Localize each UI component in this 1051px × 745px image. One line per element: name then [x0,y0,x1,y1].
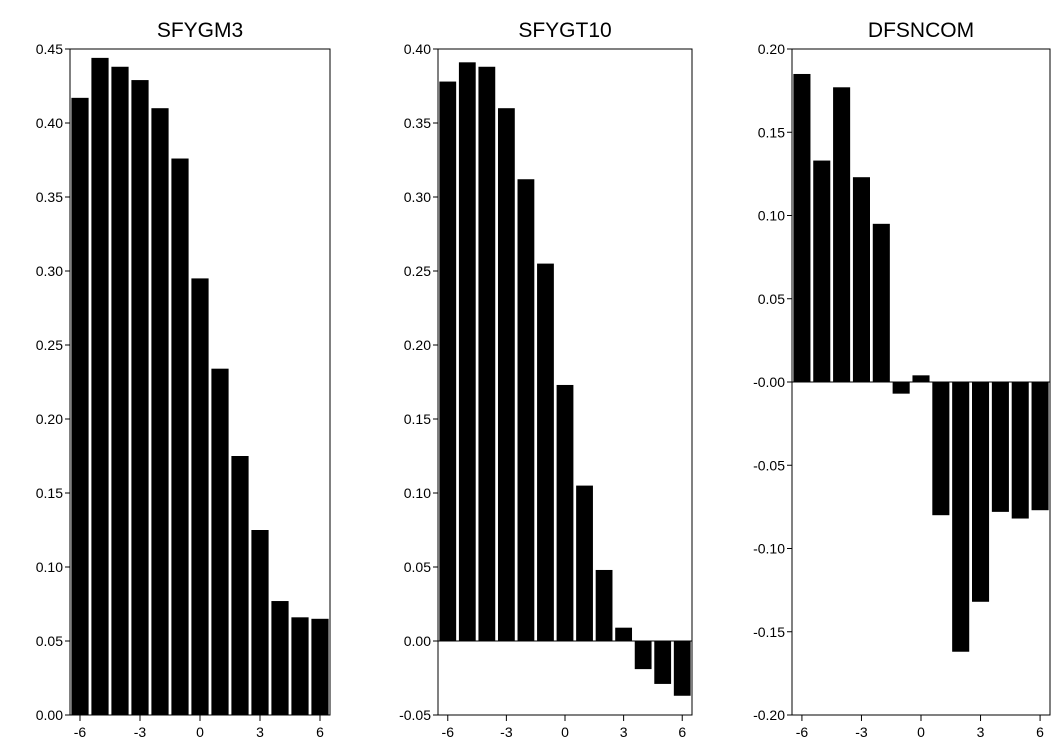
y-tick-label: -0.20 [753,707,785,723]
bar--4 [478,66,496,641]
bar-3 [251,530,269,715]
bar-0 [191,278,209,715]
bar-4 [271,601,289,715]
x-tick-label: 3 [620,724,628,740]
y-tick-label: 0.40 [404,41,431,57]
bar--3 [131,80,149,715]
chart-panel-1: SFYGM3 0.00 0.05 0.10 0.15 0.20 0.25 0.30 0.35 0.… [36,19,331,740]
x-tick-label: -3 [855,724,868,740]
y-tick-label: 0.05 [758,291,785,307]
y-tick-label: 0.20 [758,41,785,57]
bar-6 [1031,382,1049,511]
x-tick-label: 6 [678,724,686,740]
y-tick-label: 0.10 [404,485,431,501]
chart-panel-2: SFYGT10 -0.05 0.00 0.05 0.10 0.15 0.20 0.25 0.30… [399,19,693,740]
y-tick-label: 0.05 [36,633,63,649]
y-tick-label: 0.20 [36,411,63,427]
bar--2 [872,223,890,382]
y-tick-label: 0.00 [36,707,63,723]
x-tick-label: 6 [1036,724,1044,740]
bar--5 [458,62,476,641]
y-tick-label: 0.40 [36,115,63,131]
bar--6 [439,81,457,641]
bar-2 [231,456,249,715]
y-tick-label: 0.15 [36,485,63,501]
bar-1 [932,382,950,516]
bar--4 [111,66,129,715]
bar--2 [151,108,169,715]
y-tick-label: -0.10 [753,541,785,557]
y-tick-label: 0.25 [36,337,63,353]
bar-1 [576,485,593,641]
x-tick-label: 0 [917,724,925,740]
bar-5 [654,641,672,684]
bar-2 [952,382,970,652]
bar-4 [634,641,652,670]
y-tick-label: 0.00 [404,633,431,649]
bar--5 [91,57,109,715]
x-tick-label: -3 [500,724,513,740]
bar--3 [497,108,515,641]
bar-6 [673,641,691,696]
x-tick-label: -3 [134,724,147,740]
x-tick-label: 6 [316,724,324,740]
bar-3 [615,627,633,641]
y-tick-label: 0.35 [404,115,431,131]
bar-0 [556,384,574,641]
bar--1 [537,263,554,641]
bar--1 [892,382,910,394]
x-tick-label: 0 [561,724,569,740]
x-tick-label: -6 [74,724,87,740]
bar-6 [311,618,329,715]
y-tick-label: -0.00 [753,374,785,390]
bar--6 [71,97,89,716]
bar--5 [813,160,831,382]
bar-3 [972,382,990,602]
x-tick-label: 3 [977,724,985,740]
x-tick-label: -6 [796,724,809,740]
bar-5 [1011,382,1029,519]
bar--6 [793,73,811,382]
y-tick-label: 0.35 [36,189,63,205]
bar--4 [833,87,851,383]
chart-panel-3: DFSNCOM -0.20 -0.15 -0.10 -0.05 -0.00 0.05 0.10… [753,19,1051,740]
y-tick-label: -0.05 [399,707,431,723]
y-tick-label: 0.10 [758,208,785,224]
x-tick-label: 0 [196,724,204,740]
y-tick-label: 0.45 [36,41,63,57]
x-tick-label: -6 [442,724,455,740]
chart-title: SFYGT10 [518,19,611,42]
bar-1 [211,368,229,715]
bar-2 [595,569,613,641]
y-tick-label: -0.15 [753,624,785,640]
y-tick-label: 0.05 [404,559,431,575]
y-tick-label: 0.30 [36,263,63,279]
bar-4 [991,382,1009,512]
bar--2 [517,179,535,642]
y-tick-label: 0.30 [404,189,431,205]
bar-0 [912,375,930,382]
y-tick-label: -0.05 [753,457,785,473]
bar--1 [171,158,189,715]
y-tick-label: 0.15 [404,411,431,427]
y-tick-label: 0.10 [36,559,63,575]
y-tick-label: 0.15 [758,124,785,140]
chart-title: DFSNCOM [868,19,974,42]
bar-5 [291,617,309,715]
y-tick-label: 0.20 [404,337,431,353]
chart-title: SFYGM3 [157,19,243,42]
bar--3 [852,177,870,382]
x-tick-label: 3 [256,724,264,740]
y-tick-label: 0.25 [404,263,431,279]
